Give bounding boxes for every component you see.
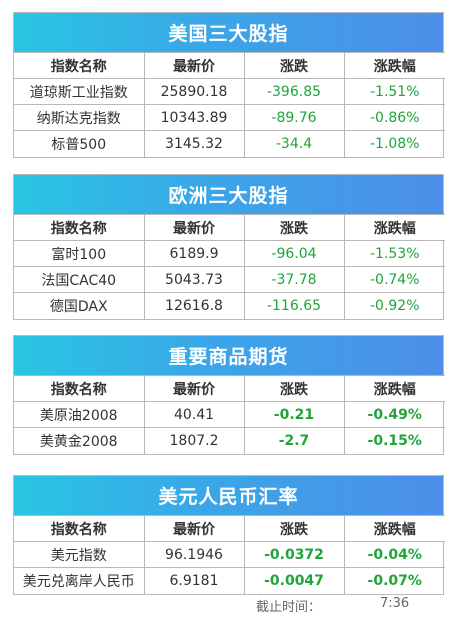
quote-table: 指数名称 最新价 涨跌 涨跌幅 道琼斯工业指数 25890.18 -396.85…: [14, 52, 445, 157]
table-row: 富时100 6189.9 -96.04 -1.53%: [14, 240, 445, 267]
index-name: 富时100: [14, 240, 144, 267]
col-header-pct: 涨跌幅: [343, 52, 445, 79]
index-price: 25890.18: [143, 78, 244, 105]
index-name: 纳斯达克指数: [14, 104, 144, 131]
index-change: -0.0372: [243, 541, 344, 568]
index-change: -37.78: [243, 266, 344, 293]
col-header-pct: 涨跌幅: [343, 214, 445, 241]
update-time-footer: 截止时间： 7:36: [0, 596, 462, 615]
index-pct: -1.53%: [343, 240, 445, 267]
index-change: -2.7: [243, 427, 344, 454]
table-row: 美黄金2008 1807.2 -2.7 -0.15%: [14, 427, 445, 454]
table-row: 法国CAC40 5043.73 -37.78 -0.74%: [14, 266, 445, 293]
index-price: 10343.89: [143, 104, 244, 131]
index-change: -116.65: [243, 292, 344, 319]
index-pct: -0.04%: [343, 541, 445, 568]
index-price: 96.1946: [143, 541, 244, 568]
panel-title: 美元人民币汇率: [14, 476, 443, 515]
col-header-name: 指数名称: [14, 214, 144, 241]
panel-title: 重要商品期货: [14, 336, 443, 375]
panel-title: 欧洲三大股指: [14, 175, 443, 214]
cutoff-time-label: 截止时间：: [256, 600, 322, 615]
col-header-name: 指数名称: [14, 375, 144, 402]
index-name: 标普500: [14, 130, 144, 157]
col-header-change: 涨跌: [243, 375, 344, 402]
table-row: 纳斯达克指数 10343.89 -89.76 -0.86%: [14, 104, 445, 131]
table-header-row: 指数名称 最新价 涨跌 涨跌幅: [14, 515, 445, 542]
quote-table: 指数名称 最新价 涨跌 涨跌幅 美元指数 96.1946 -0.0372 -0.…: [14, 515, 445, 594]
col-header-price: 最新价: [143, 515, 244, 542]
table-header-row: 指数名称 最新价 涨跌 涨跌幅: [14, 375, 445, 402]
index-name: 美元兑离岸人民币: [14, 567, 144, 594]
index-pct: -1.51%: [343, 78, 445, 105]
index-change: -34.4: [243, 130, 344, 157]
index-pct: -0.86%: [343, 104, 445, 131]
quote-table: 指数名称 最新价 涨跌 涨跌幅 美原油2008 40.41 -0.21 -0.4…: [14, 375, 445, 454]
col-header-pct: 涨跌幅: [343, 375, 445, 402]
index-change: -89.76: [243, 104, 344, 131]
col-header-change: 涨跌: [243, 515, 344, 542]
table-row: 美原油2008 40.41 -0.21 -0.49%: [14, 401, 445, 428]
index-price: 6189.9: [143, 240, 244, 267]
index-price: 3145.32: [143, 130, 244, 157]
table-row: 美元指数 96.1946 -0.0372 -0.04%: [14, 541, 445, 568]
index-change: -0.21: [243, 401, 344, 428]
table-row: 德国DAX 12616.8 -116.65 -0.92%: [14, 292, 445, 319]
index-change: -396.85: [243, 78, 344, 105]
quote-table: 指数名称 最新价 涨跌 涨跌幅 富时100 6189.9 -96.04 -1.5…: [14, 214, 445, 319]
index-pct: -0.92%: [343, 292, 445, 319]
index-name: 法国CAC40: [14, 266, 144, 293]
col-header-pct: 涨跌幅: [343, 515, 445, 542]
col-header-name: 指数名称: [14, 52, 144, 79]
table-header-row: 指数名称 最新价 涨跌 涨跌幅: [14, 52, 445, 79]
us-indices-panel: 美国三大股指 指数名称 最新价 涨跌 涨跌幅 道琼斯工业指数 25890.18 …: [13, 12, 445, 158]
fx-panel: 美元人民币汇率 指数名称 最新价 涨跌 涨跌幅 美元指数 96.1946 -0.…: [13, 475, 445, 595]
table-row: 道琼斯工业指数 25890.18 -396.85 -1.51%: [14, 78, 445, 105]
cutoff-time-value: 7:36: [380, 596, 410, 611]
index-name: 道琼斯工业指数: [14, 78, 144, 105]
index-pct: -0.07%: [343, 567, 445, 594]
index-pct: -0.74%: [343, 266, 445, 293]
index-price: 40.41: [143, 401, 244, 428]
col-header-name: 指数名称: [14, 515, 144, 542]
table-row: 标普500 3145.32 -34.4 -1.08%: [14, 130, 445, 157]
col-header-change: 涨跌: [243, 214, 344, 241]
table-row: 美元兑离岸人民币 6.9181 -0.0047 -0.07%: [14, 567, 445, 594]
index-name: 美原油2008: [14, 401, 144, 428]
col-header-price: 最新价: [143, 52, 244, 79]
commodities-panel: 重要商品期货 指数名称 最新价 涨跌 涨跌幅 美原油2008 40.41 -0.…: [13, 335, 445, 455]
table-header-row: 指数名称 最新价 涨跌 涨跌幅: [14, 214, 445, 241]
index-price: 12616.8: [143, 292, 244, 319]
index-pct: -0.15%: [343, 427, 445, 454]
eu-indices-panel: 欧洲三大股指 指数名称 最新价 涨跌 涨跌幅 富时100 6189.9 -96.…: [13, 174, 445, 320]
index-name: 美元指数: [14, 541, 144, 568]
index-price: 1807.2: [143, 427, 244, 454]
index-change: -0.0047: [243, 567, 344, 594]
col-header-price: 最新价: [143, 375, 244, 402]
index-price: 6.9181: [143, 567, 244, 594]
index-pct: -1.08%: [343, 130, 445, 157]
index-name: 德国DAX: [14, 292, 144, 319]
index-price: 5043.73: [143, 266, 244, 293]
index-name: 美黄金2008: [14, 427, 144, 454]
index-pct: -0.49%: [343, 401, 445, 428]
col-header-price: 最新价: [143, 214, 244, 241]
index-change: -96.04: [243, 240, 344, 267]
col-header-change: 涨跌: [243, 52, 344, 79]
panel-title: 美国三大股指: [14, 13, 443, 52]
